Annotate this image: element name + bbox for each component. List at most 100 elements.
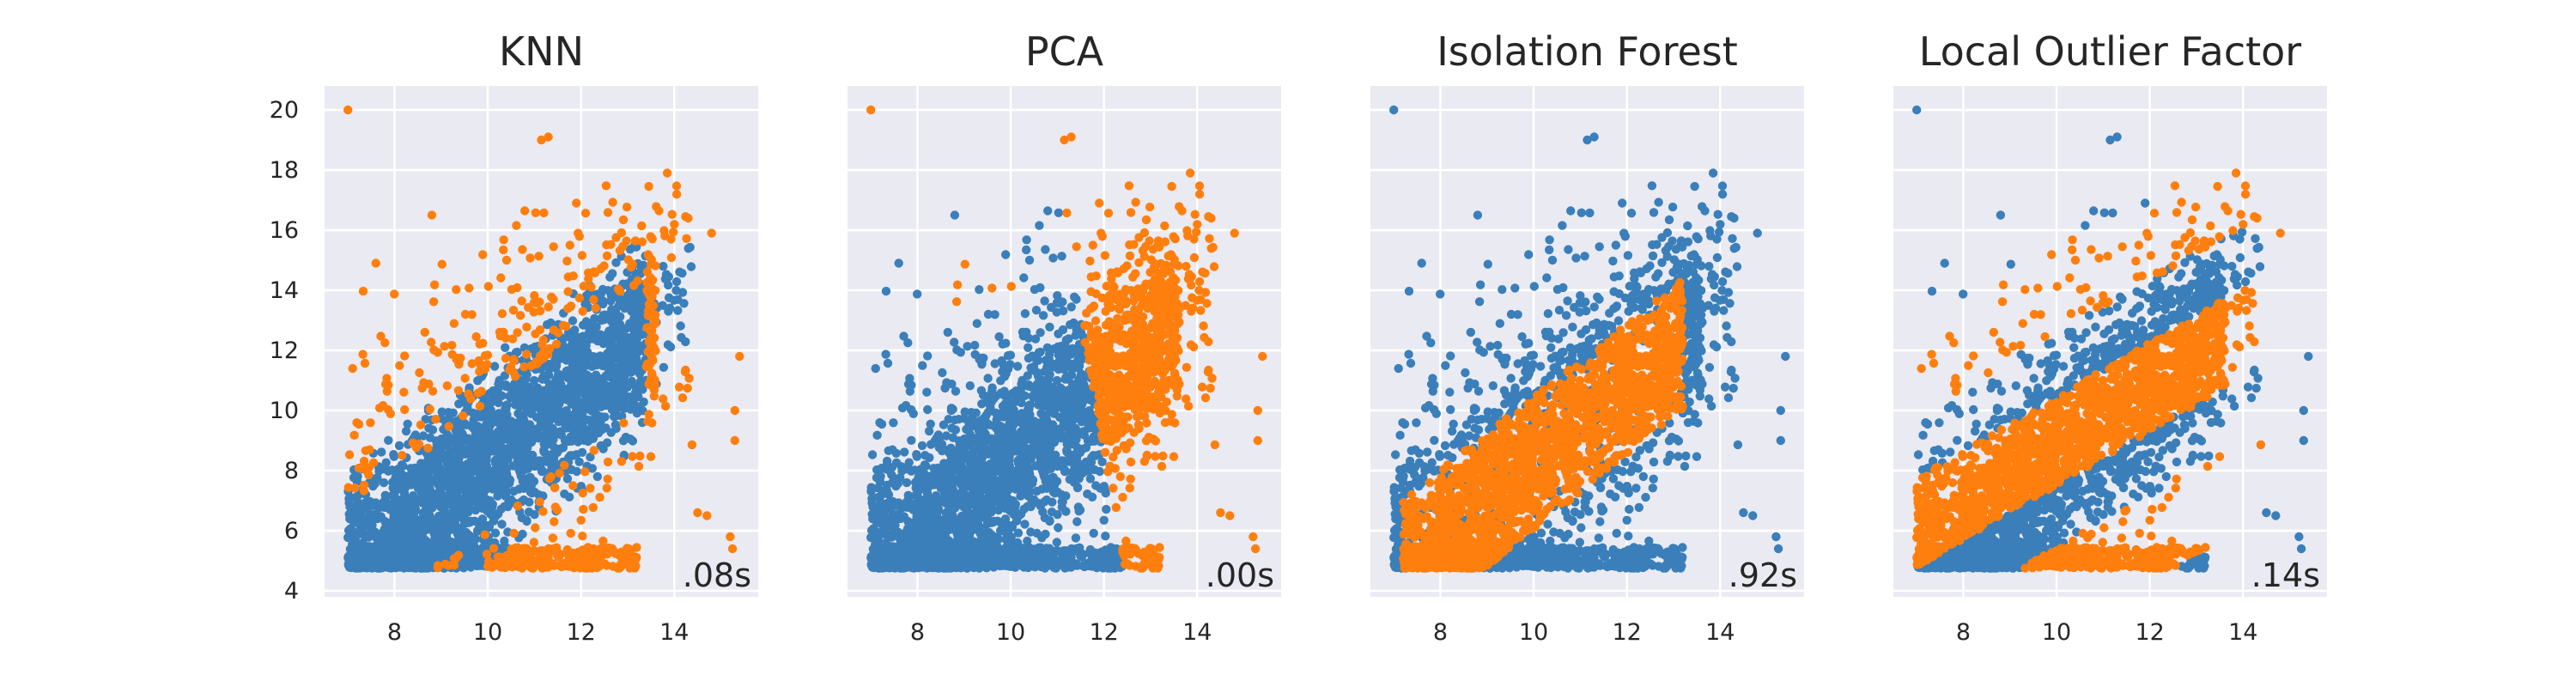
inlier-point	[673, 306, 683, 315]
outlier-point	[464, 389, 473, 398]
inlier-point	[926, 419, 935, 429]
outlier-point	[634, 461, 644, 471]
outlier-point	[577, 251, 587, 260]
inlier-point	[470, 463, 480, 472]
inlier-point	[456, 427, 465, 436]
outlier-point	[618, 215, 629, 225]
outlier-point	[374, 403, 385, 413]
outlier-point	[427, 210, 437, 220]
inlier-point	[447, 541, 457, 550]
outlier-point	[637, 221, 647, 231]
outlier-point	[590, 268, 600, 277]
outlier-point	[400, 351, 410, 361]
outlier-point	[579, 504, 588, 514]
outlier-point	[517, 552, 527, 562]
inlier-point	[917, 441, 927, 451]
inlier-point	[361, 546, 371, 556]
inlier-point	[633, 306, 643, 316]
outlier-point	[598, 536, 608, 546]
outlier-point	[576, 515, 586, 525]
outlier-point	[539, 208, 549, 218]
y-tick-label: 20	[270, 97, 299, 124]
outlier-point	[499, 245, 508, 255]
outlier-point	[727, 544, 738, 554]
inlier-point	[1043, 443, 1054, 453]
outlier-point	[603, 457, 613, 467]
outlier-point	[536, 306, 545, 316]
outlier-point	[642, 359, 653, 368]
inlier-point	[912, 450, 921, 459]
inlier-point	[564, 492, 574, 502]
outlier-point	[586, 283, 596, 292]
outlier-point	[495, 327, 505, 337]
outlier-point	[591, 303, 600, 313]
inlier-point	[409, 556, 419, 567]
inlier-point	[490, 528, 501, 538]
outlier-point	[670, 220, 679, 229]
outlier-point	[622, 202, 632, 212]
inlier-point	[539, 446, 549, 455]
inlier-point	[498, 420, 507, 429]
inlier-point	[1048, 253, 1058, 263]
outlier-point	[522, 350, 532, 359]
inlier-point	[414, 549, 424, 558]
outlier-point	[702, 511, 712, 520]
outlier-point	[395, 361, 404, 370]
outlier-point	[415, 368, 424, 378]
inlier-point	[368, 482, 378, 491]
outlier-point	[526, 562, 536, 573]
outlier-point	[572, 198, 581, 208]
outlier-point	[460, 309, 471, 319]
outlier-point	[452, 285, 461, 295]
inlier-point	[979, 427, 989, 436]
outlier-point	[601, 181, 611, 191]
outlier-point	[539, 347, 549, 357]
outlier-point	[447, 340, 457, 350]
inlier-point	[386, 538, 396, 547]
x-tick-label: 10	[473, 619, 502, 646]
inlier-point	[867, 450, 878, 459]
inlier-point	[683, 244, 693, 253]
inlier-point	[628, 348, 637, 357]
outlier-point	[644, 289, 653, 299]
inlier-point	[596, 289, 605, 299]
inlier-point	[618, 398, 628, 407]
outlier-point	[644, 410, 653, 419]
outlier-point	[677, 393, 688, 403]
inlier-point	[610, 383, 619, 392]
inlier-point	[446, 461, 456, 471]
outlier-point	[565, 559, 575, 568]
outlier-point	[507, 556, 517, 566]
inlier-point	[923, 351, 933, 361]
inlier-point	[401, 426, 411, 436]
outlier-point	[603, 474, 612, 483]
inlier-point	[395, 538, 404, 548]
outlier-point	[659, 394, 668, 404]
inlier-point	[607, 350, 617, 360]
inlier-point	[592, 377, 601, 386]
inlier-point	[353, 511, 362, 521]
inlier-point	[1073, 363, 1084, 373]
inlier-point	[602, 372, 611, 381]
outlier-point	[674, 382, 684, 392]
inlier-point	[583, 392, 592, 401]
inlier-point	[452, 523, 461, 532]
inlier-point	[503, 454, 513, 464]
inlier-point	[471, 424, 481, 434]
inlier-point	[431, 458, 441, 467]
inlier-point	[529, 375, 539, 386]
outlier-point	[646, 333, 655, 344]
inlier-point	[507, 392, 517, 403]
outlier-point	[358, 286, 368, 296]
outlier-point	[518, 245, 527, 254]
outlier-point	[628, 452, 637, 461]
inlier-point	[384, 435, 393, 445]
outlier-point	[693, 508, 702, 518]
outlier-point	[499, 235, 508, 245]
inlier-point	[528, 450, 538, 460]
outlier-point	[666, 252, 677, 263]
inlier-point	[619, 384, 629, 394]
inlier-point	[592, 471, 602, 482]
inlier-point	[343, 526, 354, 535]
